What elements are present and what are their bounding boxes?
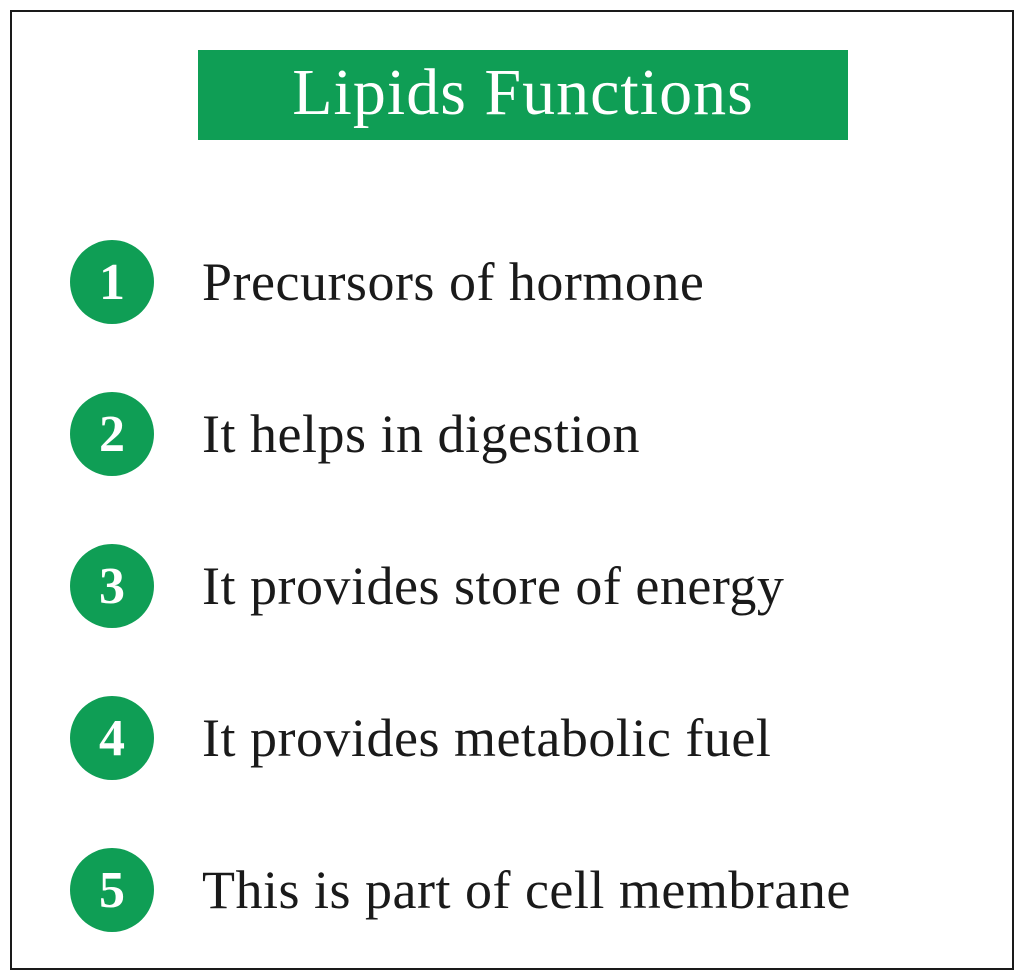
list-item: 1 Precursors of hormone bbox=[70, 240, 954, 324]
list-item: 5 This is part of cell membrane bbox=[70, 848, 954, 932]
item-text: It helps in digestion bbox=[202, 403, 640, 465]
item-text: It provides store of energy bbox=[202, 555, 784, 617]
list-item: 3 It provides store of energy bbox=[70, 544, 954, 628]
number-badge: 5 bbox=[70, 848, 154, 932]
title-banner: Lipids Functions bbox=[198, 50, 848, 140]
number-badge: 4 bbox=[70, 696, 154, 780]
item-text: Precursors of hormone bbox=[202, 251, 704, 313]
list-item: 2 It helps in digestion bbox=[70, 392, 954, 476]
title-text: Lipids Functions bbox=[292, 56, 754, 129]
badge-number: 1 bbox=[99, 253, 125, 312]
number-badge: 2 bbox=[70, 392, 154, 476]
number-badge: 1 bbox=[70, 240, 154, 324]
content-frame: Lipids Functions 1 Precursors of hormone… bbox=[10, 10, 1014, 970]
list-container: 1 Precursors of hormone 2 It helps in di… bbox=[70, 240, 954, 932]
number-badge: 3 bbox=[70, 544, 154, 628]
item-text: This is part of cell membrane bbox=[202, 859, 851, 921]
badge-number: 5 bbox=[99, 861, 125, 920]
item-text: It provides metabolic fuel bbox=[202, 707, 771, 769]
list-item: 4 It provides metabolic fuel bbox=[70, 696, 954, 780]
badge-number: 4 bbox=[99, 709, 125, 768]
badge-number: 3 bbox=[99, 557, 125, 616]
badge-number: 2 bbox=[99, 405, 125, 464]
